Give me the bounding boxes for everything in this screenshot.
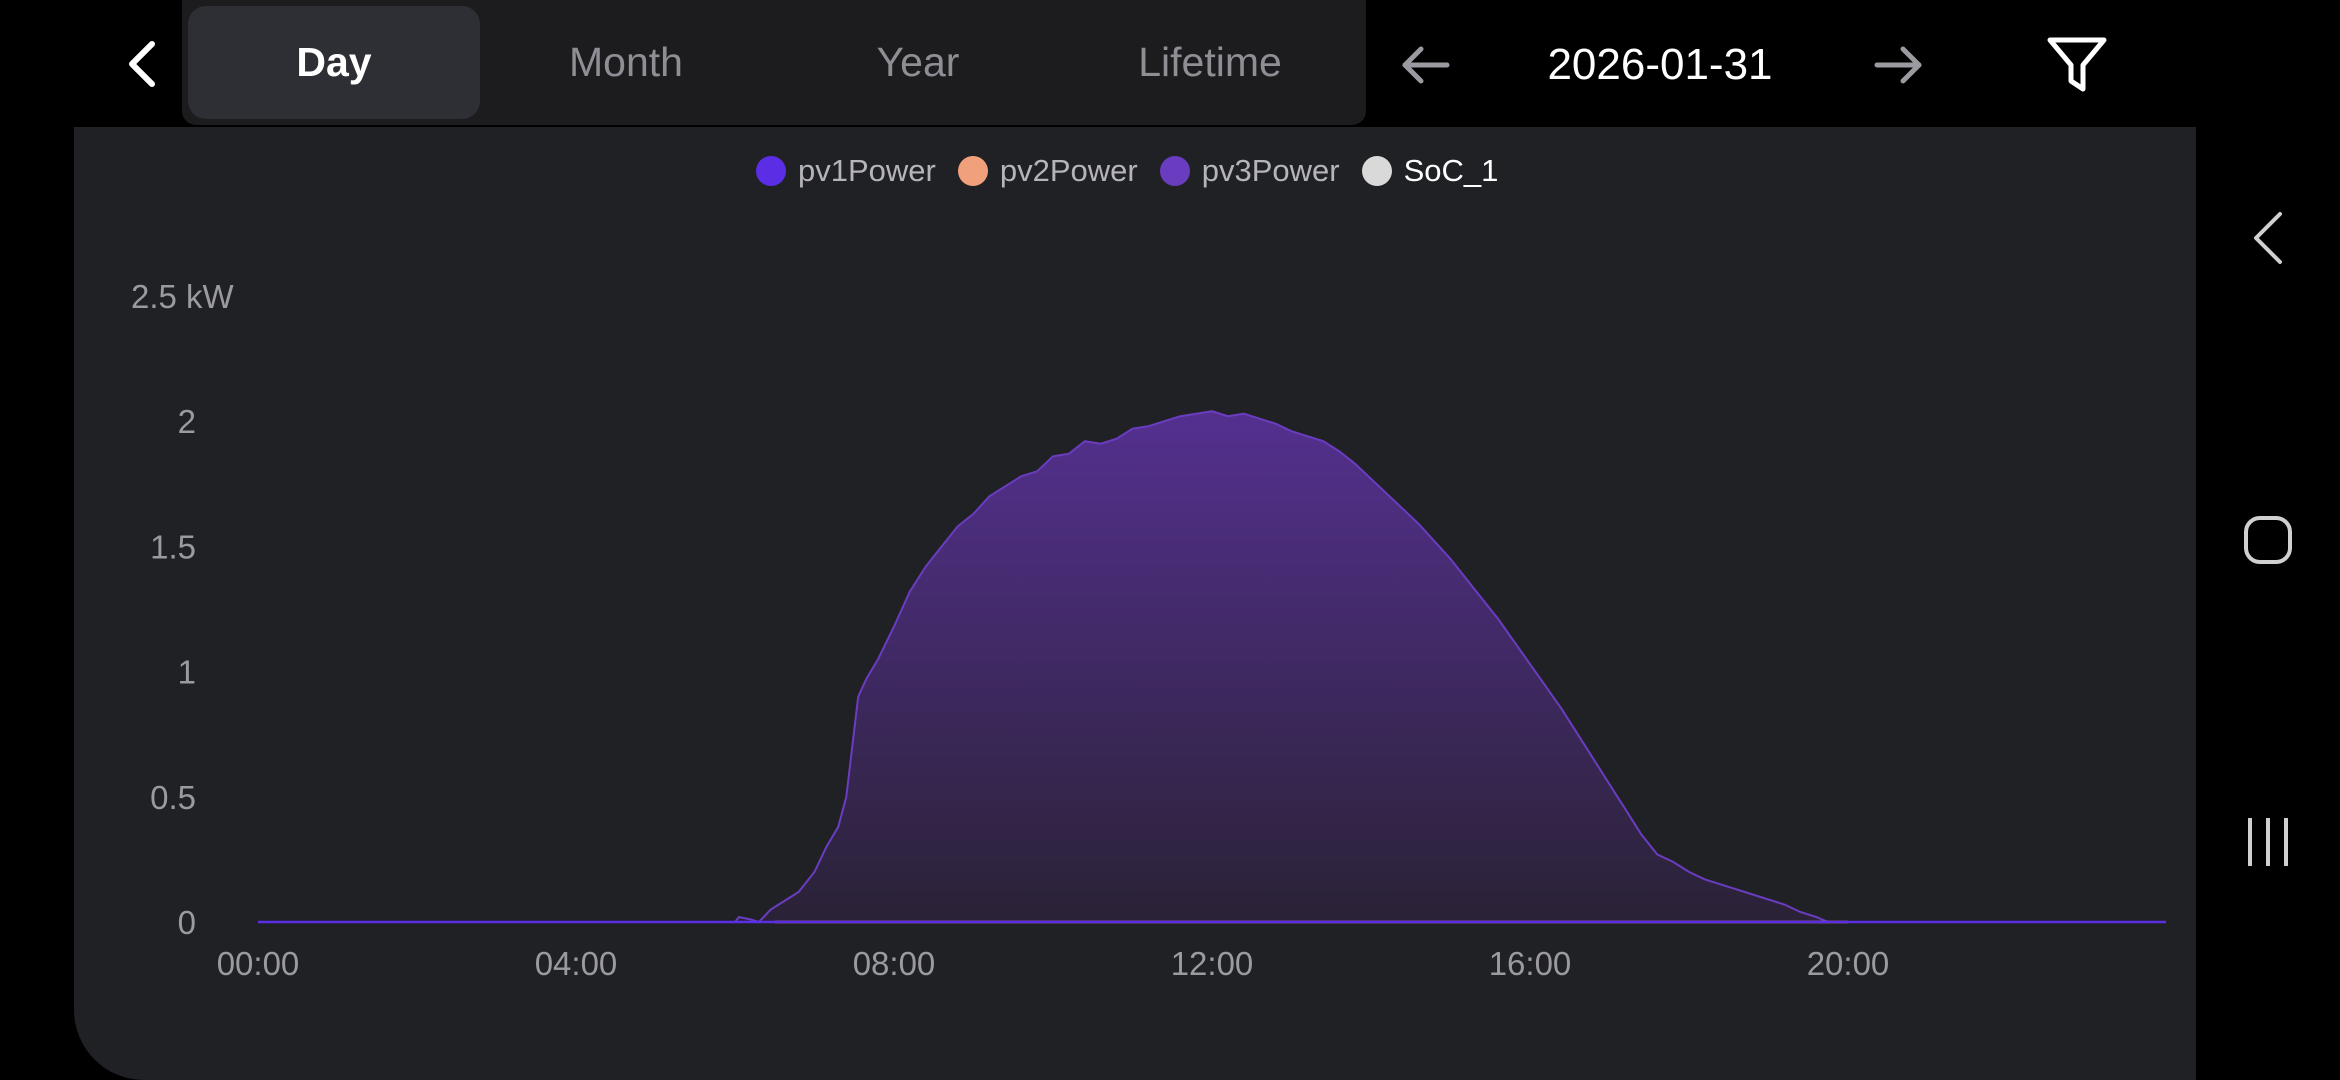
home-square-icon [2244,516,2292,564]
x-tick-label: 04:00 [535,945,618,982]
legend-label: SoC_1 [1403,153,1499,188]
power-chart: 0 0.5 1 1.5 2 2.5 kW 00:00 04:00 08:00 12:00 16:0… [131,278,2166,982]
filter-icon [2047,37,2107,92]
y-tick-label: 1 [178,654,196,691]
system-navigation-bar [2196,0,2340,1080]
series-line-pv3power [258,410,2166,924]
y-tick-label: 2 [178,403,196,440]
legend-item-pv2power[interactable]: pv2Power [957,153,1138,189]
top-bar: Day Month Year Lifetime 2026-01-31 [0,0,2196,127]
system-back-button[interactable] [2236,206,2300,270]
back-chevron-icon [2254,212,2282,264]
x-tick-label: 16:00 [1489,945,1572,982]
chart-legend: pv1Power pv2Power pv3Power SoC_1 [756,150,1520,192]
selected-date[interactable]: 2026-01-31 [1547,40,1773,89]
back-chevron-icon [129,41,155,87]
next-date-button[interactable] [1864,30,1934,100]
x-tick-label: 08:00 [853,945,936,982]
legend-label: pv2Power [999,153,1138,188]
series-area-pv3power [258,411,2166,922]
arrow-right-icon [1874,46,1922,84]
x-tick-label: 00:00 [217,945,300,982]
legend-dot-icon [1159,156,1190,186]
legend-dot-icon [756,156,786,186]
y-tick-label: 1.5 [150,528,196,565]
legend-label: pv3Power [1201,153,1340,188]
legend-item-pv3power[interactable]: pv3Power [1159,153,1340,189]
tab-day[interactable]: Day [188,6,480,119]
tab-year[interactable]: Year [876,39,960,85]
tab-month[interactable]: Month [569,39,683,85]
filter-button[interactable] [2042,30,2112,100]
y-tick-label: 0.5 [150,779,196,816]
system-home-button[interactable] [2236,508,2300,572]
legend-item-pv1power[interactable]: pv1Power [756,153,936,189]
back-button[interactable] [112,28,172,100]
previous-date-button[interactable] [1390,30,1460,100]
system-recents-button[interactable] [2236,810,2300,874]
legend-item-soc1[interactable]: SoC_1 [1361,153,1499,189]
recents-icon [2248,818,2288,866]
y-tick-label: 0 [178,904,196,941]
period-tabs: Day Month Year Lifetime [182,0,1366,125]
legend-dot-icon [1361,156,1392,186]
arrow-left-icon [1402,46,1450,84]
legend-label: pv1Power [798,153,936,188]
x-tick-label: 12:00 [1171,945,1254,982]
x-tick-label: 20:00 [1807,945,1890,982]
y-tick-label: 2.5 kW [131,278,235,315]
legend-dot-icon [957,156,988,186]
tab-lifetime[interactable]: Lifetime [1138,39,1282,85]
